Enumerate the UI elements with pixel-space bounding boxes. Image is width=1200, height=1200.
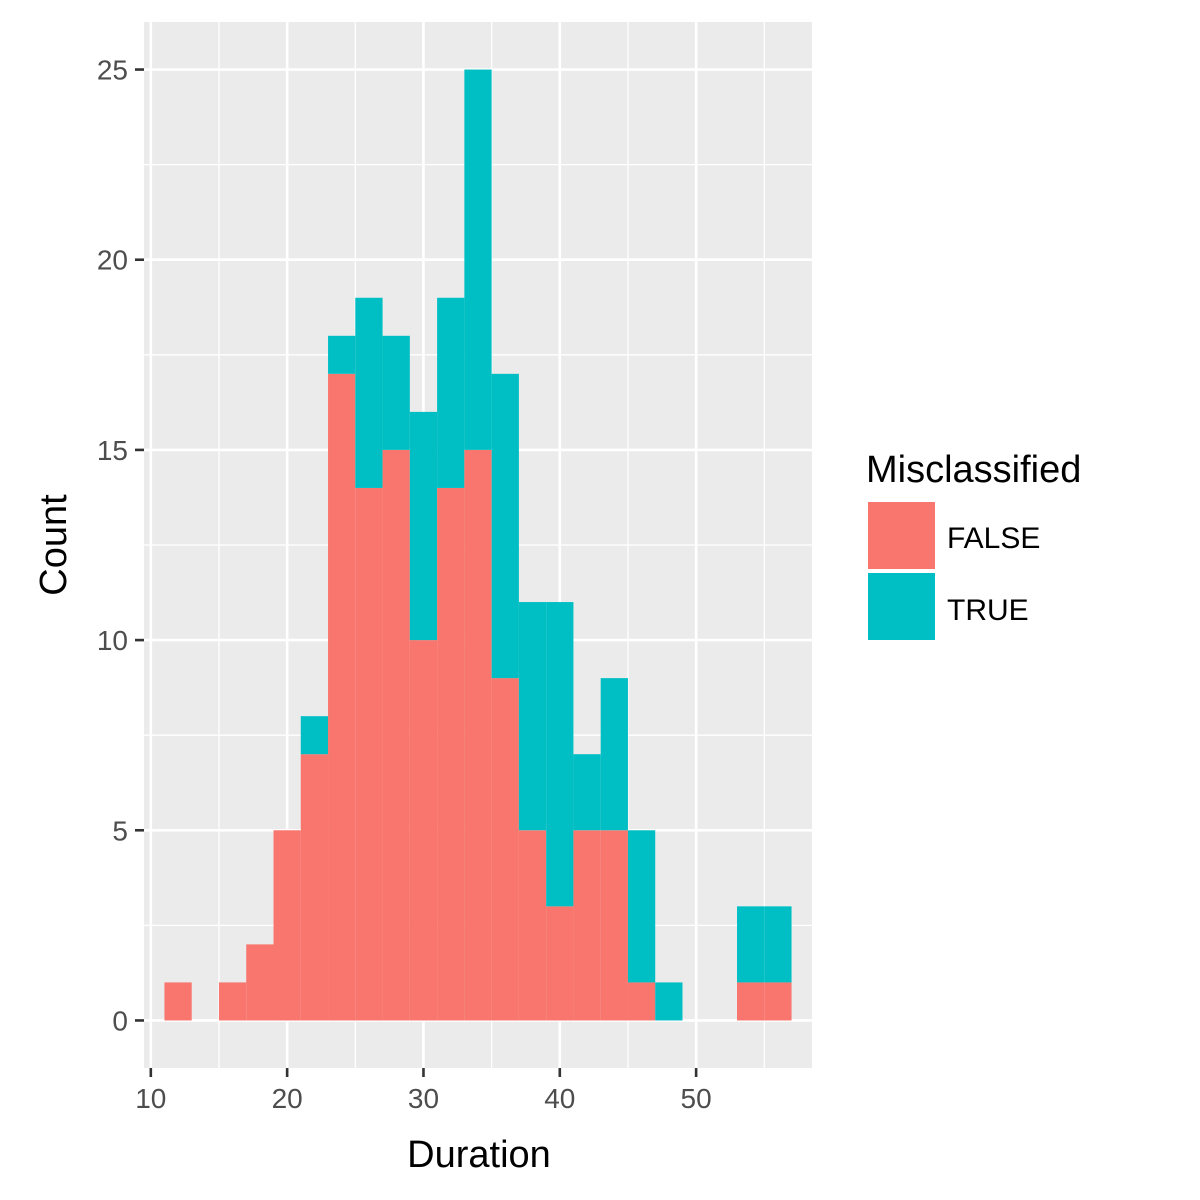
bar-true [464,69,492,450]
y-tick-label: 15 [97,435,128,466]
legend-label-true: TRUE [947,594,1029,627]
x-tick-label: 50 [681,1083,712,1114]
legend: Misclassified FALSE TRUE [866,449,1081,640]
bar-true [546,602,574,907]
bar-true [300,716,329,755]
x-tick-label: 10 [135,1083,166,1114]
bar-false [300,754,329,1021]
y-tick-label: 10 [97,625,128,656]
bar-true [437,297,465,488]
bar-false [546,906,574,1021]
y-tick-label: 20 [97,245,128,276]
bar-true [737,906,765,983]
bar-false [518,830,547,1021]
bar-true [491,373,519,679]
y-axis: 0 5 10 15 20 25 [97,55,144,1036]
bar-false [600,830,628,1021]
bar-false [764,982,792,1021]
bar-false [273,830,301,1021]
x-axis: 10 20 30 40 50 [135,1068,712,1114]
bar-true [328,335,356,374]
legend-swatch-false [868,502,935,569]
bar-false [164,982,192,1021]
y-tick-label: 25 [97,55,128,86]
bar-false [355,487,383,1021]
bar-false [328,373,356,1021]
bar-false [464,449,492,1021]
bar-true [382,335,410,450]
x-tick-label: 20 [272,1083,303,1114]
y-tick-label: 5 [112,815,128,846]
bar-false [437,487,465,1021]
x-tick-label: 40 [544,1083,575,1114]
x-axis-title: Duration [407,1134,551,1176]
bar-true [355,297,383,488]
bar-false [737,982,765,1021]
bar-true [655,982,683,1021]
bar-false [573,830,601,1021]
legend-swatch-true [868,573,935,640]
bar-true [409,411,438,641]
y-axis-title: Count [33,494,75,596]
bar-true [764,906,792,983]
y-tick-label: 0 [112,1005,128,1036]
bar-true [600,678,628,831]
bar-true [573,754,601,831]
bar-false [382,449,410,1021]
bar-false [491,678,519,1021]
bar-false [246,944,274,1021]
bar-false [218,982,247,1021]
legend-label-false: FALSE [947,522,1040,555]
legend-title: Misclassified [866,449,1081,491]
bar-true [518,602,547,831]
bar-false [409,640,438,1021]
bar-true [627,830,656,983]
bar-false [627,982,656,1021]
histogram-bars [164,69,792,1021]
x-tick-label: 30 [408,1083,439,1114]
